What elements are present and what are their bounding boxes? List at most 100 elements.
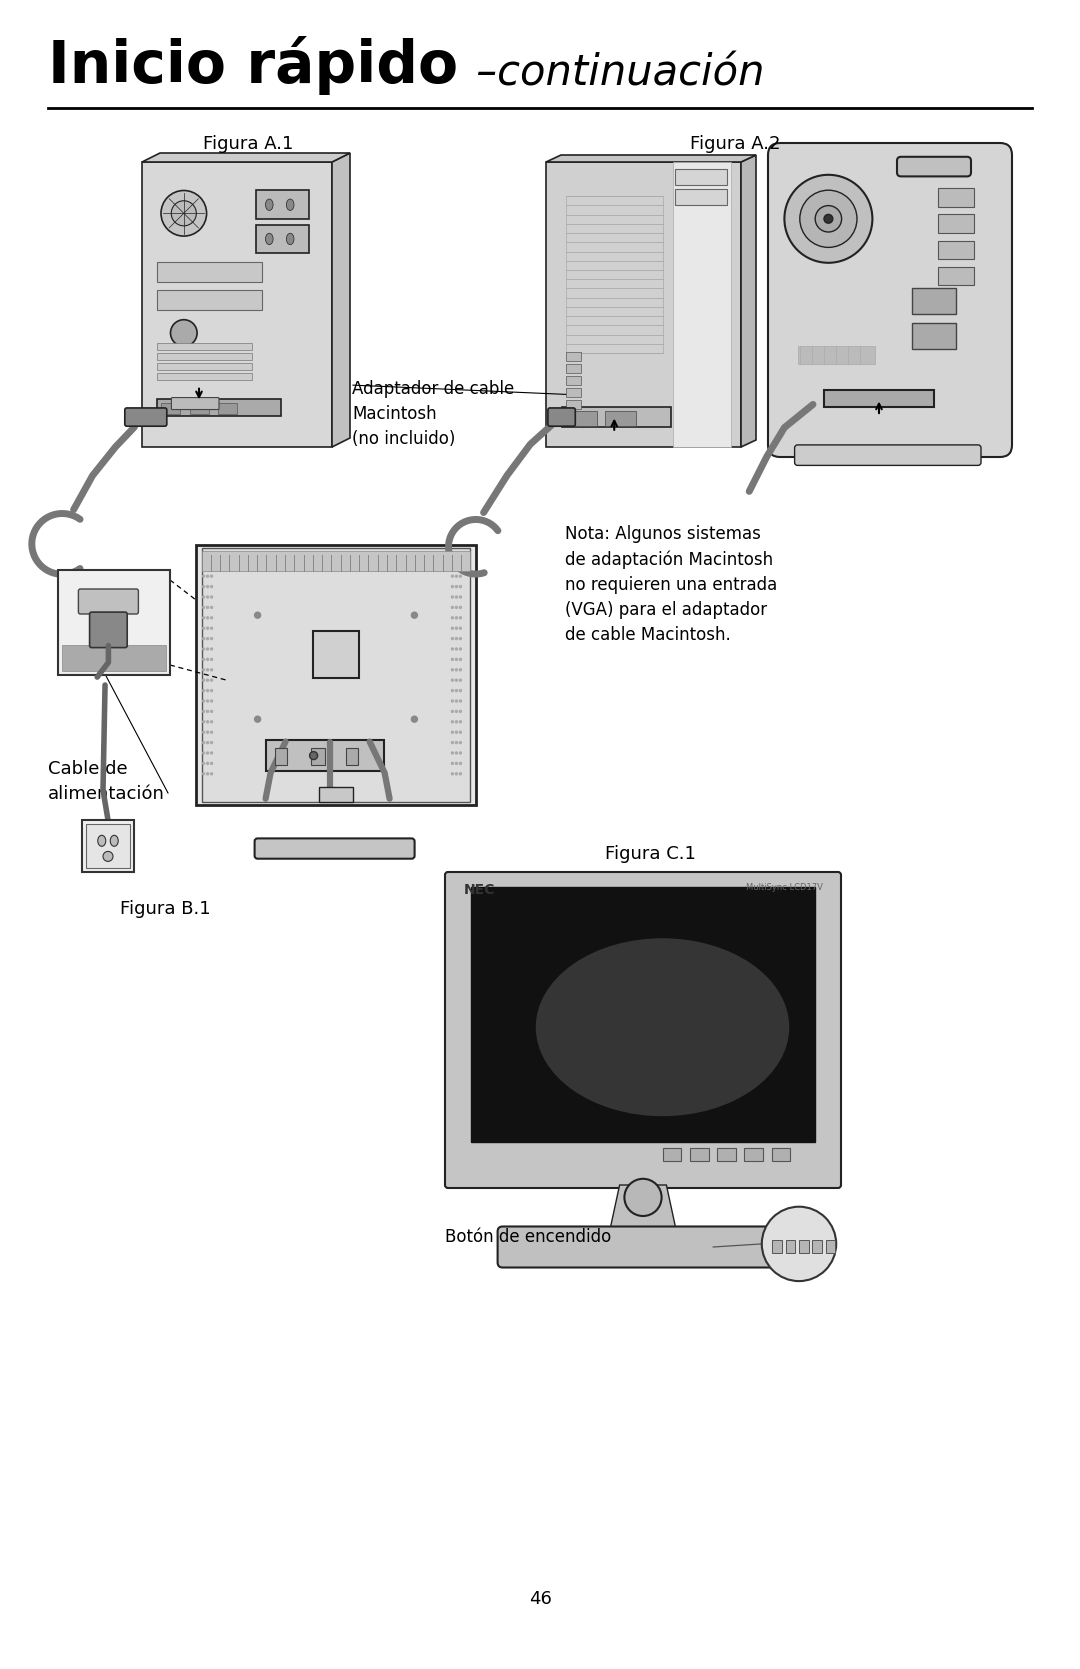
FancyBboxPatch shape xyxy=(255,838,415,858)
Bar xyxy=(202,547,471,803)
Circle shape xyxy=(451,763,454,764)
Text: Nota: Algunos sistemas
de adaptación Macintosh
no requieren una entrada
(VGA) pa: Nota: Algunos sistemas de adaptación Mac… xyxy=(565,526,778,644)
Circle shape xyxy=(451,773,454,774)
Circle shape xyxy=(203,586,204,587)
Polygon shape xyxy=(610,1185,676,1228)
Bar xyxy=(86,824,130,868)
Circle shape xyxy=(451,721,454,723)
FancyBboxPatch shape xyxy=(445,871,841,1188)
Bar xyxy=(158,399,281,416)
Circle shape xyxy=(456,576,458,577)
Circle shape xyxy=(211,618,213,619)
Circle shape xyxy=(206,711,208,713)
Circle shape xyxy=(456,731,458,733)
Bar xyxy=(812,1240,822,1253)
Bar xyxy=(312,631,360,678)
Circle shape xyxy=(211,638,213,639)
FancyBboxPatch shape xyxy=(90,613,127,648)
Bar xyxy=(673,162,731,447)
Bar xyxy=(256,190,309,219)
Circle shape xyxy=(459,721,461,723)
Bar xyxy=(158,372,253,381)
Bar xyxy=(82,819,134,871)
Bar xyxy=(202,551,471,571)
Circle shape xyxy=(456,669,458,671)
Circle shape xyxy=(451,606,454,609)
Circle shape xyxy=(456,753,458,754)
Bar xyxy=(799,1240,809,1253)
Ellipse shape xyxy=(266,199,273,210)
Circle shape xyxy=(456,618,458,619)
Bar xyxy=(566,389,581,397)
Circle shape xyxy=(459,596,461,598)
Circle shape xyxy=(206,618,208,619)
Circle shape xyxy=(459,741,461,744)
Bar xyxy=(566,376,581,386)
Bar xyxy=(266,739,383,771)
Circle shape xyxy=(203,606,204,609)
Circle shape xyxy=(211,606,213,609)
Circle shape xyxy=(459,763,461,764)
Text: –continuación: –continuación xyxy=(463,53,765,95)
Circle shape xyxy=(211,763,213,764)
Circle shape xyxy=(206,596,208,598)
Bar xyxy=(311,748,325,764)
Ellipse shape xyxy=(98,834,106,846)
Circle shape xyxy=(800,190,858,247)
Ellipse shape xyxy=(110,834,118,846)
Circle shape xyxy=(459,669,461,671)
Circle shape xyxy=(456,741,458,744)
Bar xyxy=(566,197,663,352)
Circle shape xyxy=(255,716,260,723)
Circle shape xyxy=(203,731,204,733)
Ellipse shape xyxy=(286,234,294,245)
Bar xyxy=(189,402,208,414)
Bar xyxy=(218,402,237,414)
Bar xyxy=(566,352,581,362)
Circle shape xyxy=(459,648,461,649)
Bar xyxy=(158,262,261,282)
Circle shape xyxy=(211,711,213,713)
Circle shape xyxy=(203,689,204,691)
Circle shape xyxy=(206,586,208,587)
Circle shape xyxy=(451,741,454,744)
Circle shape xyxy=(459,679,461,681)
Circle shape xyxy=(456,711,458,713)
Bar xyxy=(566,411,597,426)
Bar xyxy=(717,1148,735,1160)
Circle shape xyxy=(206,773,208,774)
Circle shape xyxy=(206,576,208,577)
Circle shape xyxy=(815,205,841,232)
Circle shape xyxy=(206,638,208,639)
Circle shape xyxy=(203,679,204,681)
Circle shape xyxy=(456,699,458,703)
Circle shape xyxy=(203,648,204,649)
Circle shape xyxy=(203,658,204,661)
Bar xyxy=(826,1240,836,1253)
Bar xyxy=(158,362,253,371)
Bar xyxy=(346,748,357,764)
Bar xyxy=(675,189,727,205)
Bar xyxy=(562,407,671,427)
Bar xyxy=(605,411,636,426)
Bar xyxy=(195,546,476,804)
Circle shape xyxy=(459,711,461,713)
Bar xyxy=(471,888,814,1142)
Circle shape xyxy=(451,576,454,577)
Circle shape xyxy=(459,586,461,587)
Circle shape xyxy=(206,679,208,681)
Text: 46: 46 xyxy=(528,1591,552,1607)
Circle shape xyxy=(206,648,208,649)
Circle shape xyxy=(203,721,204,723)
Circle shape xyxy=(206,699,208,703)
Circle shape xyxy=(451,658,454,661)
Polygon shape xyxy=(332,154,350,447)
Circle shape xyxy=(206,721,208,723)
Bar xyxy=(744,1148,764,1160)
Circle shape xyxy=(451,753,454,754)
FancyBboxPatch shape xyxy=(548,407,576,426)
Circle shape xyxy=(456,596,458,598)
Text: Figura A.1: Figura A.1 xyxy=(203,135,293,154)
Circle shape xyxy=(203,628,204,629)
Circle shape xyxy=(456,628,458,629)
